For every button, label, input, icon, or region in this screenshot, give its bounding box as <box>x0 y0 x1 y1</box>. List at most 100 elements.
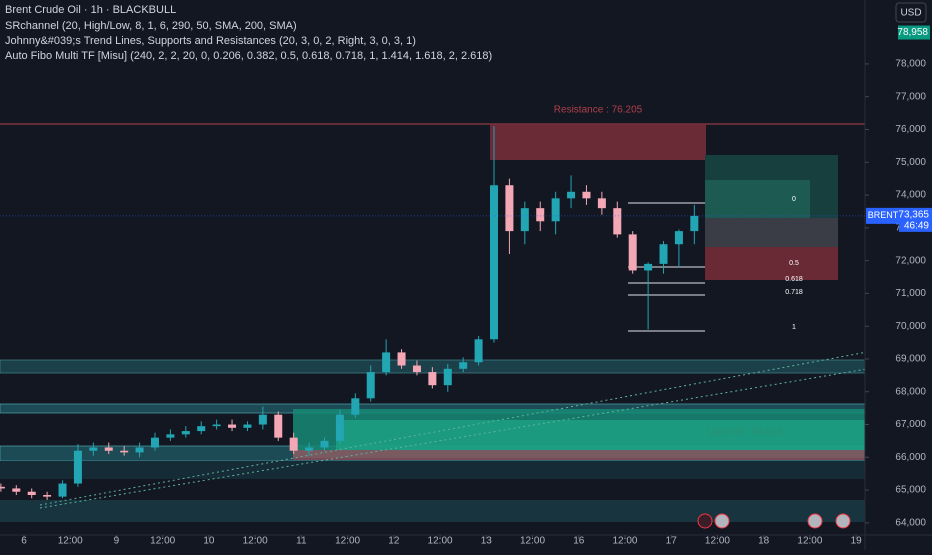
x-tick-label: 19 <box>851 536 863 547</box>
candle-body <box>382 352 391 373</box>
candle-body <box>674 231 683 245</box>
candle-body <box>0 486 5 489</box>
countdown: 46:49 <box>904 221 929 232</box>
trend-line <box>39 339 932 506</box>
candle-body <box>43 495 52 497</box>
candle-body <box>335 414 344 441</box>
x-tick-label: 12 <box>388 536 400 547</box>
y-tick-label: 71,000 <box>895 288 926 299</box>
candle-body <box>274 414 283 438</box>
candle-body <box>243 424 252 428</box>
y-tick-label: 78,000 <box>895 59 926 70</box>
y-tick-label: 69,000 <box>895 354 926 365</box>
candle-body <box>443 368 452 386</box>
resistance-label: Resistance : 76.205 <box>554 105 643 116</box>
candle-body <box>644 263 653 271</box>
fib-lines <box>628 202 705 332</box>
candle-body <box>536 208 545 222</box>
candle-body <box>150 437 159 448</box>
fib-labels: 0 0.5 0.618 0.718 1 <box>785 196 803 331</box>
candle-body <box>12 488 21 492</box>
sr-zone <box>0 461 865 479</box>
high-tag-label: 78,958 <box>897 27 928 38</box>
indicator: SRchannel (20, High/Low, 8, 1, 6, 290, 5… <box>5 20 297 32</box>
event-icon[interactable] <box>697 513 713 529</box>
stop-zone <box>705 247 838 280</box>
candle-body <box>212 424 221 427</box>
candle-body <box>520 208 529 232</box>
y-tick-label: 67,000 <box>895 419 926 430</box>
x-tick-label: 12:00 <box>335 536 360 547</box>
candle-body <box>89 447 98 451</box>
candle-body <box>613 208 622 235</box>
candle-body <box>58 483 67 497</box>
y-tick-label: 68,000 <box>895 386 926 397</box>
target-zone <box>705 180 810 218</box>
x-tick-label: 12:00 <box>243 536 268 547</box>
candle-body <box>397 352 406 366</box>
price-label: 73,365 <box>898 210 929 221</box>
candle-body <box>505 185 514 232</box>
trend-line <box>39 357 932 509</box>
trend-zone <box>336 420 865 450</box>
x-tick-label: 18 <box>758 536 770 547</box>
price-tag <box>899 207 932 232</box>
x-tick-label: 9 <box>114 536 120 547</box>
x-tick-label: 12:00 <box>612 536 637 547</box>
candle-body <box>197 426 206 432</box>
uptrend-label: Uptrend : 66.815 <box>708 427 783 438</box>
candle-body <box>305 447 314 451</box>
trend-zone <box>293 450 865 460</box>
candle-body <box>582 191 591 199</box>
event-icon[interactable] <box>714 513 730 529</box>
entry-zone <box>705 218 838 247</box>
candle-body <box>459 362 468 369</box>
x-tick-label: 12:00 <box>58 536 83 547</box>
symbol-tag <box>866 207 900 224</box>
candle-body <box>120 450 129 453</box>
y-tick-label: 76,000 <box>895 124 926 135</box>
y-tick-label: 77,000 <box>895 91 926 102</box>
y-tick-label: 66,000 <box>895 452 926 463</box>
candle-body <box>659 244 668 264</box>
x-tick-label: 17 <box>666 536 678 547</box>
candle-body <box>628 234 637 271</box>
x-tick-label: 11 <box>296 536 307 547</box>
title: Brent Crude Oil · 1h · BLACKBULL <box>5 4 176 16</box>
x-tick-label: 12:00 <box>797 536 822 547</box>
currency-button[interactable] <box>895 2 927 23</box>
resistance-zone <box>490 124 706 160</box>
candle-body <box>228 424 237 428</box>
candle-body <box>551 198 560 222</box>
candle-body <box>690 215 699 232</box>
candle-body <box>490 185 499 340</box>
y-tick-label: 72,000 <box>895 255 926 266</box>
price-axis <box>865 0 932 550</box>
candle-body <box>567 191 576 199</box>
candle-body <box>258 414 267 425</box>
y-tick-label: 70,000 <box>895 321 926 332</box>
candle-body <box>73 450 82 484</box>
candle-body <box>597 198 606 209</box>
x-tick-label: 12:00 <box>705 536 730 547</box>
candle-body <box>320 440 329 448</box>
candle-body <box>135 447 144 453</box>
x-tick-label: 6 <box>21 536 27 547</box>
candle-body <box>166 434 175 438</box>
currency[interactable]: USD <box>900 8 921 19</box>
x-tick-label: 13 <box>481 536 493 547</box>
candle-body <box>412 365 421 373</box>
candle-body <box>366 372 375 399</box>
y-tick-label: 65,000 <box>895 485 926 496</box>
fib-label: 0.618 <box>785 276 803 283</box>
candle-body <box>428 372 437 386</box>
candle-body <box>27 491 36 496</box>
y-tick-label: 75,000 <box>895 157 926 168</box>
candle-body <box>289 437 298 451</box>
fib-label: 1 <box>792 324 796 331</box>
x-tick-label: 12:00 <box>150 536 175 547</box>
event-icon[interactable] <box>835 513 851 529</box>
candle-body <box>474 339 483 363</box>
event-icon[interactable] <box>807 513 823 529</box>
